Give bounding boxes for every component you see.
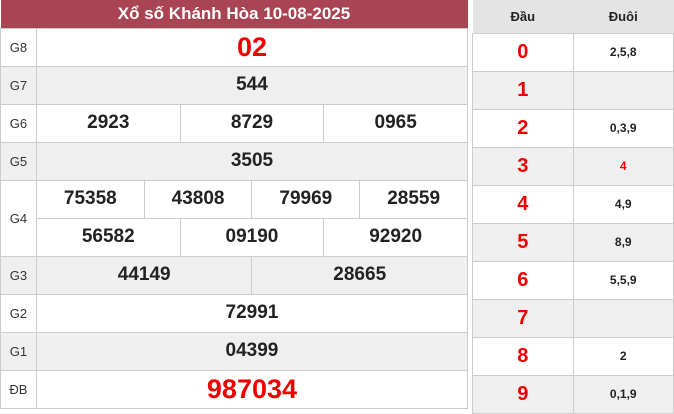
head-digit: 6 — [472, 260, 574, 300]
prize-label: G3 — [0, 255, 37, 295]
prize-number: 2923 — [35, 103, 181, 143]
prize-number: 56582 — [35, 217, 181, 257]
head-digit: 5 — [472, 222, 574, 262]
prize-number: 28665 — [251, 255, 468, 295]
row-g3: G3 44149 28665 — [0, 255, 468, 295]
head-column-header: Đầu — [472, 0, 573, 33]
tail-digits — [572, 70, 674, 110]
tail-digits: 0,1,9 — [572, 374, 674, 414]
head-digit: 4 — [472, 184, 574, 224]
row-g4: G4 75358 43808 79969 28559 — [0, 179, 468, 257]
row-g6: G6 2923 8729 0965 — [0, 103, 468, 143]
prize-number: 28559 — [359, 179, 468, 219]
prize-number: 0965 — [323, 103, 468, 143]
head-digit: 1 — [472, 70, 574, 110]
prize-label: ĐB — [0, 369, 37, 409]
prize-number: 09190 — [179, 217, 325, 257]
prize-number: 72991 — [35, 293, 469, 333]
row-db: ĐB 987034 — [0, 369, 469, 409]
prize-number: 3505 — [35, 141, 469, 181]
prize-label: G4 — [0, 179, 37, 257]
head-digit: 7 — [472, 298, 574, 338]
prize-label: G5 — [0, 141, 37, 181]
tail-digits: 0,3,9 — [572, 108, 674, 148]
tail-column-header: Đuôi — [573, 0, 674, 33]
prize-label: G1 — [0, 331, 37, 371]
loto-table: Đầu Đuôi 0 2,5,8 1 2 0,3,9 3 4 4 4,9 5 8,9 6 5,5,9 7 8 2… — [472, 0, 674, 414]
tail-digits: 4 — [572, 146, 674, 186]
head-digit: 2 — [472, 108, 574, 148]
prize-number: 75358 — [35, 179, 145, 219]
loto-row: 2 0,3,9 — [472, 108, 674, 148]
prize-number: 04399 — [35, 331, 469, 371]
prize-number: 92920 — [323, 217, 468, 257]
loto-row: 4 4,9 — [472, 184, 674, 224]
row-g8: G8 02 — [0, 27, 469, 67]
loto-row: 1 — [472, 70, 674, 110]
tail-digits — [572, 298, 674, 338]
tail-digits: 2,5,8 — [572, 32, 674, 72]
tail-digits: 2 — [572, 336, 674, 376]
tail-digits: 5,5,9 — [572, 260, 674, 300]
head-digit: 9 — [472, 374, 574, 414]
tail-digits: 4,9 — [572, 184, 674, 224]
row-g7: G7 544 — [0, 65, 469, 105]
loto-row: 7 — [472, 298, 674, 338]
prize-number: 8729 — [179, 103, 325, 143]
loto-row: 5 8,9 — [472, 222, 674, 262]
row-g1: G1 04399 — [0, 331, 469, 371]
prize-label: G6 — [0, 103, 37, 143]
row-g5: G5 3505 — [0, 141, 469, 181]
loto-row: 9 0,1,9 — [472, 374, 674, 414]
prize-number: 43808 — [143, 179, 253, 219]
head-digit: 0 — [472, 32, 574, 72]
prize-number: 02 — [35, 27, 469, 67]
prize-number: 544 — [35, 65, 469, 105]
prize-number: 44149 — [35, 255, 253, 295]
row-g2: G2 72991 — [0, 293, 469, 333]
row-g4b: 56582 09190 92920 — [1, 217, 468, 257]
loto-row: 6 5,5,9 — [472, 260, 674, 300]
prize-label: G7 — [0, 65, 37, 105]
head-digit: 3 — [472, 146, 574, 186]
results-table: Xổ số Khánh Hòa 10-08-2025 G8 02 G7 544 G6… — [0, 0, 469, 409]
tail-digits: 8,9 — [572, 222, 674, 262]
head-digit: 8 — [472, 336, 574, 376]
prize-label: G2 — [0, 293, 37, 333]
special-prize-number: 987034 — [35, 369, 469, 409]
loto-row: 0 2,5,8 — [472, 32, 674, 72]
prize-label: G8 — [0, 27, 37, 67]
prize-number: 79969 — [251, 179, 361, 219]
results-title: Xổ số Khánh Hòa 10-08-2025 — [0, 0, 468, 28]
